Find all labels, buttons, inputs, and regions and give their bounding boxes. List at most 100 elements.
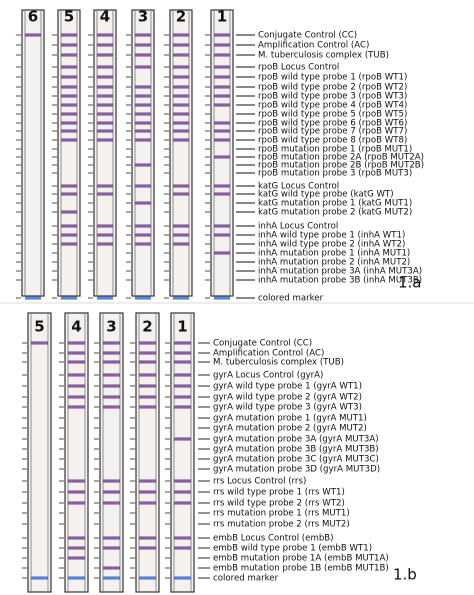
test-strip: [170, 312, 195, 593]
probe-label: embB mutation probe 1B (embB MUT1B): [213, 564, 389, 574]
probe-label: rpoB wild type probe 2 (rpoB WT2): [258, 83, 407, 93]
probe-band: [214, 224, 230, 228]
probe-band: [61, 233, 77, 237]
probe-band: [174, 479, 191, 483]
probe-label: rpoB mutation probe 2B (rpoB MUT2B): [258, 161, 424, 171]
probe-band: [68, 576, 85, 580]
probe-band: [135, 85, 151, 89]
probe-band: [214, 138, 230, 142]
probe-band: [68, 395, 85, 399]
probe-band: [68, 384, 85, 388]
panel-label: 1.a: [398, 274, 422, 292]
probe-band: [103, 360, 120, 364]
strip-number: 2: [176, 8, 186, 26]
probe-band: [97, 233, 113, 237]
probe-band: [68, 351, 85, 355]
probe-band: [61, 53, 77, 57]
strip-number: 3: [106, 318, 116, 336]
probe-band: [139, 360, 156, 364]
probe-band: [97, 75, 113, 79]
probe-band: [214, 33, 230, 37]
probe-band: [135, 129, 151, 133]
probe-band: [97, 103, 113, 107]
probe-band: [174, 395, 191, 399]
test-strip: [135, 312, 160, 593]
probe-label: gyrA mutation probe 1 (gyrA MUT1): [213, 414, 367, 424]
probe-band: [103, 490, 120, 494]
probe-band: [173, 43, 189, 47]
probe-band: [139, 501, 156, 505]
probe-band: [68, 490, 85, 494]
probe-band: [135, 33, 151, 37]
probe-band: [214, 43, 230, 47]
probe-band: [97, 242, 113, 246]
probe-band: [97, 112, 113, 116]
probe-band: [174, 360, 191, 364]
probe-band: [173, 121, 189, 125]
strip-number: 4: [100, 8, 110, 26]
probe-band: [103, 395, 120, 399]
probe-band: [135, 242, 151, 246]
probe-label: gyrA mutation probe 3D (gyrA MUT3D): [213, 465, 380, 475]
probe-band: [174, 490, 191, 494]
probe-band: [25, 33, 41, 37]
probe-band: [173, 192, 189, 196]
probe-band: [214, 192, 230, 196]
probe-band: [97, 296, 113, 300]
probe-band: [139, 373, 156, 377]
probe-band: [173, 75, 189, 79]
probe-band: [97, 138, 113, 142]
probe-band: [214, 94, 230, 98]
probe-band: [135, 296, 151, 300]
probe-label: katG mutation probe 1 (katG MUT1): [258, 199, 412, 209]
probe-label: embB mutation probe 1A (embB MUT1A): [213, 554, 389, 564]
probe-band: [173, 94, 189, 98]
probe-band: [174, 437, 191, 441]
probe-label: rpoB mutation probe 2A (rpoB MUT2A): [258, 153, 424, 163]
probe-label: Conjugate Control (CC): [258, 31, 357, 41]
test-strip: [64, 312, 89, 593]
probe-band: [135, 112, 151, 116]
probe-band: [214, 85, 230, 89]
probe-band: [61, 112, 77, 116]
probe-band: [61, 121, 77, 125]
probe-label: gyrA wild type probe 2 (gyrA WT2): [213, 393, 362, 403]
probe-band: [103, 351, 120, 355]
probe-band: [214, 75, 230, 79]
probe-band: [68, 546, 85, 550]
probe-band: [214, 103, 230, 107]
test-strip: [27, 312, 52, 593]
probe-band: [214, 155, 230, 159]
probe-band: [173, 138, 189, 142]
probe-band: [97, 224, 113, 228]
probe-band: [31, 341, 48, 345]
probe-label: rrs Locus Control (rrs): [213, 477, 306, 487]
probe-band: [139, 536, 156, 540]
probe-band: [139, 351, 156, 355]
probe-label: colored marker: [258, 294, 324, 304]
probe-label: katG Locus Control: [258, 182, 339, 192]
probe-band: [214, 53, 230, 57]
probe-band: [97, 65, 113, 69]
probe-band: [61, 224, 77, 228]
probe-band: [214, 129, 230, 133]
probe-band: [97, 33, 113, 37]
probe-label: rpoB wild type probe 8 (rpoB WT8): [258, 136, 407, 146]
probe-band: [61, 33, 77, 37]
probe-band: [97, 85, 113, 89]
probe-band: [173, 53, 189, 57]
probe-band: [61, 43, 77, 47]
probe-band: [139, 395, 156, 399]
probe-label: rpoB wild type probe 3 (rpoB WT3): [258, 92, 407, 102]
probe-band: [61, 184, 77, 188]
probe-label: rpoB wild type probe 7 (rpoB WT7): [258, 127, 407, 137]
probe-label: colored marker: [213, 574, 279, 584]
probe-label: inhA mutation probe 3A (inhA MUT3A): [258, 267, 422, 277]
strip-number: 1: [177, 318, 187, 336]
probe-band: [173, 224, 189, 228]
probe-band: [135, 65, 151, 69]
probe-band: [135, 138, 151, 142]
probe-label: gyrA wild type probe 3 (gyrA WT3): [213, 403, 362, 413]
